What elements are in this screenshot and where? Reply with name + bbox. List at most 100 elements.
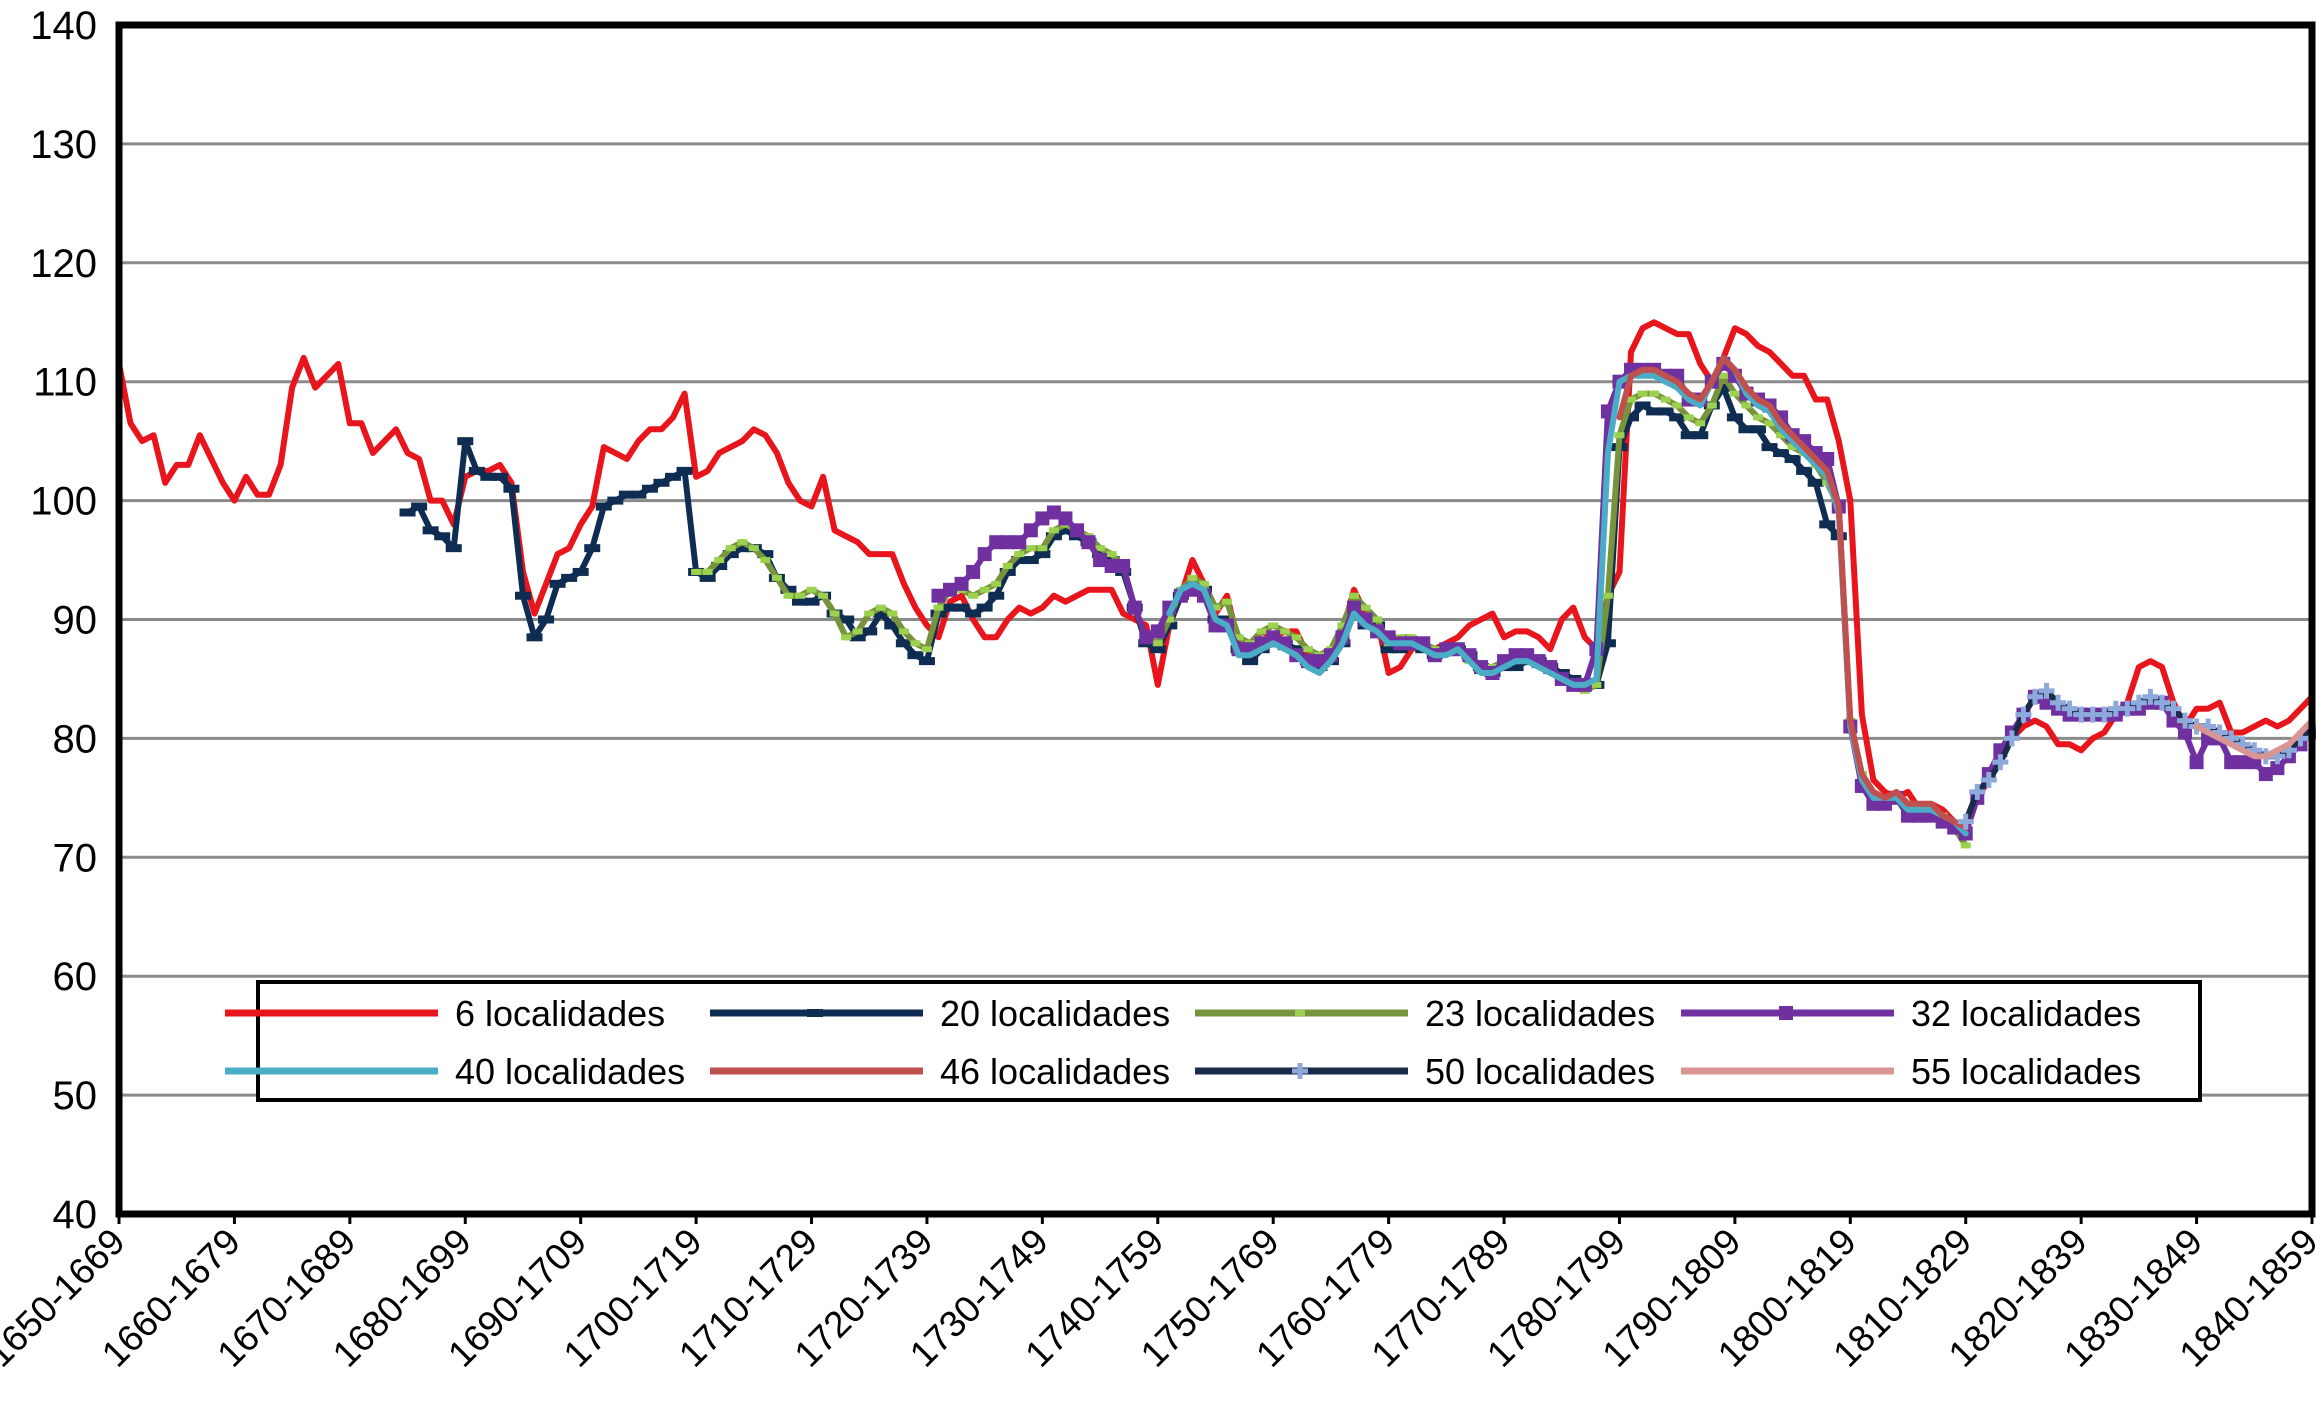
- data-point: [1634, 401, 1651, 410]
- data-point: [1649, 390, 1660, 397]
- data-point: [1646, 407, 1663, 416]
- data-point: [1796, 466, 1813, 475]
- legend-item-46-localidades: 46 localidades: [710, 1051, 1170, 1092]
- data-point: [1164, 616, 1175, 623]
- y-tick-label: 90: [53, 599, 98, 643]
- data-point: [1037, 545, 1048, 552]
- data-point: [1657, 407, 1674, 416]
- data-point: [1957, 813, 1974, 830]
- data-point: [665, 472, 682, 481]
- data-point: [1347, 600, 1362, 615]
- data-point: [2178, 725, 2193, 740]
- data-point: [1198, 580, 1209, 587]
- data-point: [918, 657, 935, 666]
- data-point: [1969, 783, 1986, 800]
- data-point: [875, 604, 886, 611]
- data-point: [2003, 730, 2020, 747]
- data-point: [514, 591, 531, 600]
- data-point: [803, 597, 820, 606]
- data-point: [1000, 535, 1015, 550]
- y-tick-label: 100: [30, 480, 97, 524]
- data-point: [618, 490, 635, 499]
- data-point: [1302, 646, 1313, 653]
- legend-marker: [1295, 1010, 1305, 1016]
- data-point: [1683, 414, 1694, 421]
- data-point: [526, 633, 543, 642]
- data-point: [1034, 550, 1051, 559]
- data-point: [1752, 414, 1763, 421]
- data-point: [399, 508, 416, 517]
- data-point: [872, 609, 889, 618]
- data-point: [942, 603, 959, 612]
- data-point: [699, 573, 716, 582]
- data-point: [1706, 402, 1717, 409]
- legend-item-20-localidades: 20 localidades: [710, 993, 1170, 1034]
- data-point: [1081, 535, 1096, 550]
- data-point: [1187, 574, 1198, 581]
- data-point: [1507, 663, 1524, 672]
- series-line-55-localidades: [2193, 717, 2315, 760]
- data-point: [641, 484, 658, 493]
- data-point: [584, 544, 601, 553]
- data-point: [702, 568, 713, 575]
- legend-label: 32 localidades: [1911, 993, 2141, 1034]
- data-point: [979, 586, 990, 593]
- data-point: [1012, 535, 1027, 550]
- data-point: [1349, 592, 1360, 599]
- data-point: [861, 627, 878, 636]
- data-point: [1233, 634, 1244, 641]
- data-point: [849, 633, 866, 642]
- data-point: [1784, 454, 1801, 463]
- data-point: [771, 574, 782, 581]
- data-point: [2015, 706, 2032, 723]
- data-point: [1014, 551, 1025, 558]
- legend-box: [256, 980, 2202, 1102]
- data-point: [1591, 681, 1602, 688]
- data-point: [1069, 523, 1084, 538]
- data-point: [722, 550, 739, 559]
- y-tick-label: 70: [53, 836, 98, 880]
- data-point: [1669, 413, 1686, 422]
- data-point: [1002, 562, 1013, 569]
- data-point: [780, 585, 797, 594]
- data-point: [1279, 628, 1290, 635]
- data-point: [1819, 520, 1836, 529]
- data-point: [907, 651, 924, 660]
- data-point: [989, 535, 1004, 550]
- y-tick-label: 130: [30, 123, 97, 167]
- data-point: [1106, 551, 1117, 558]
- data-point: [1980, 772, 1997, 789]
- data-point: [757, 550, 774, 559]
- legend-label: 6 localidades: [455, 993, 665, 1034]
- data-point: [653, 478, 670, 487]
- data-point: [931, 588, 946, 603]
- data-point: [838, 615, 855, 624]
- data-point: [572, 567, 589, 576]
- legend-item-32-localidades: 32 localidades: [1681, 993, 2141, 1034]
- data-point: [1045, 532, 1062, 541]
- data-point: [1672, 402, 1683, 409]
- data-point: [1726, 413, 1743, 422]
- legend-label: 23 localidades: [1425, 993, 1655, 1034]
- data-point: [829, 610, 840, 617]
- data-point: [884, 621, 901, 630]
- data-point: [1011, 556, 1028, 565]
- data-point: [2224, 755, 2239, 770]
- data-point: [676, 466, 693, 475]
- legend-label: 50 localidades: [1425, 1051, 1655, 1092]
- data-point: [2165, 700, 2182, 717]
- y-tick-label: 140: [30, 4, 97, 48]
- data-point: [818, 592, 829, 599]
- data-point: [2026, 688, 2043, 705]
- data-point: [965, 609, 982, 618]
- data-point: [595, 502, 612, 511]
- data-point: [2166, 713, 2181, 728]
- data-point: [1749, 425, 1766, 434]
- legend: 6 localidades 20 localidades 23 localidade…: [225, 980, 2202, 1102]
- data-point: [1820, 451, 1835, 466]
- data-point: [988, 591, 1005, 600]
- data-point: [691, 568, 702, 575]
- data-point: [1035, 511, 1050, 526]
- data-point: [1291, 634, 1302, 641]
- data-point: [1372, 616, 1383, 623]
